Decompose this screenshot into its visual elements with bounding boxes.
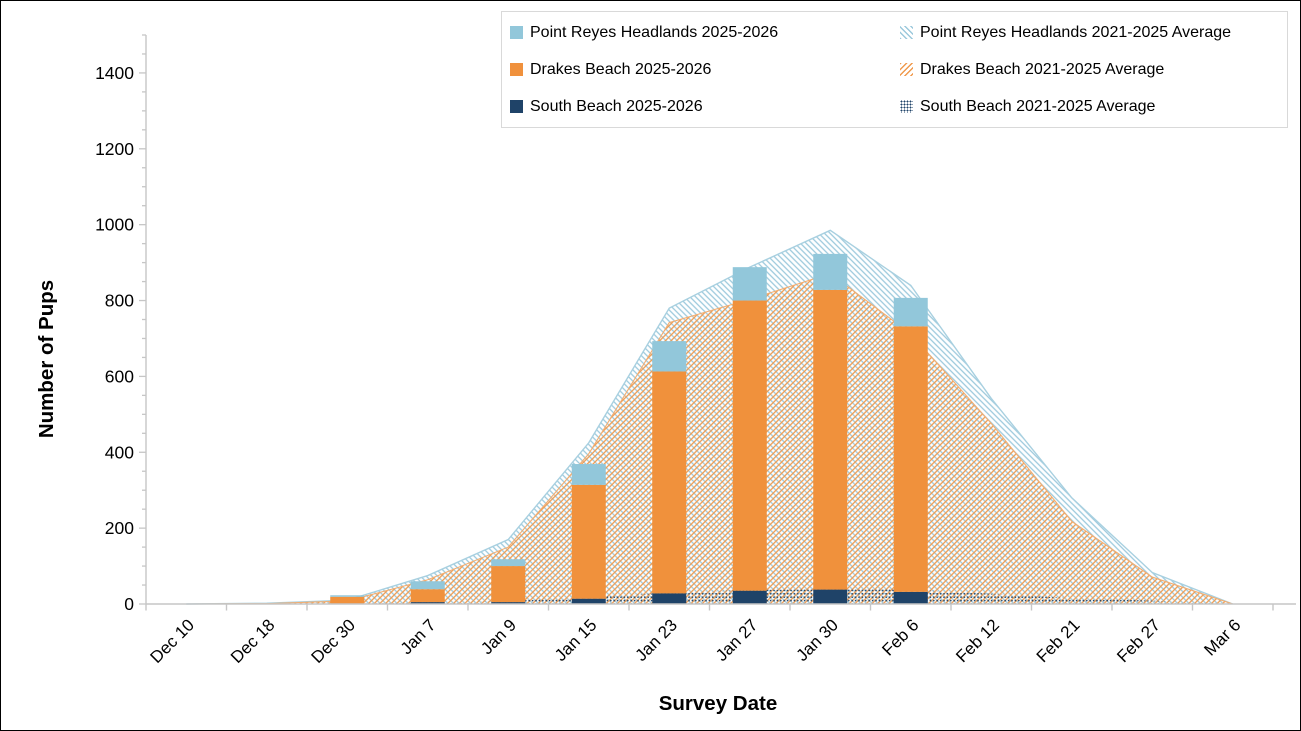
x-tick-label: Dec 10 [147,615,199,667]
y-tick-label: 1400 [95,63,134,83]
x-tick-label: Jan 27 [712,615,762,665]
x-tick-label: Feb 6 [878,615,922,659]
bar-segment [330,596,365,604]
bar-segment [491,602,526,604]
axes [139,34,1296,611]
bar-segment [652,593,687,604]
x-tick-label: Dec 30 [308,615,360,667]
legend-item-south-beach-2025: South Beach 2025-2026 [510,98,900,116]
bar-segment [652,341,687,372]
legend-label: Point Reyes Headlands 2021-2025 Average [920,23,1232,41]
x-tick-label: Jan 15 [551,615,601,665]
bar-segment [571,464,606,485]
bar-segment [893,326,928,592]
bar-segment [330,595,365,597]
x-tick-label: Jan 30 [793,615,843,665]
x-tick-label: Feb 21 [1033,615,1084,666]
legend-label: Drakes Beach 2021-2025 Average [920,60,1165,78]
bar-segment [410,581,445,590]
bar-segment [571,484,606,599]
x-tick-label: Jan 23 [632,615,682,665]
bar-segment [410,602,445,604]
bar-segment [813,289,848,590]
bar-segment [652,371,687,594]
legend-item-point-reyes-2025: Point Reyes Headlands 2025-2026 [510,24,900,42]
legend-label: Point Reyes Headlands 2025-2026 [530,23,779,41]
legend-swatch-drakes-beach-2025-icon [510,63,523,76]
y-tick-label: 1000 [95,215,134,235]
bar-segment [491,566,526,603]
legend-swatch-point-reyes-average-icon [900,26,913,39]
bar-segment [410,589,445,603]
bar-segment [571,598,606,604]
legend: Point Reyes Headlands 2025-2026 Point Re… [501,11,1288,128]
legend-swatch-south-beach-2025-icon [510,100,523,113]
season-bars [330,253,928,604]
legend-swatch-drakes-beach-average-icon [900,63,913,76]
y-tick-label: 400 [105,442,134,462]
bar-segment [732,590,767,604]
y-tick-label: 1200 [95,139,134,159]
bar-segment [893,591,928,604]
x-tick-label: Jan 9 [477,615,520,658]
bar-segment [491,559,526,567]
bar-segment [732,267,767,301]
y-tick-label: 600 [105,366,134,386]
legend-swatch-point-reyes-2025-icon [510,26,523,39]
x-tick-label: Dec 18 [227,615,279,667]
y-tick-label: 200 [105,518,134,538]
legend-item-south-beach-average: South Beach 2021-2025 Average [900,98,1287,116]
legend-label: Drakes Beach 2025-2026 [530,60,712,78]
x-tick-label: Feb 12 [952,615,1003,666]
y-axis-title: Number of Pups [35,280,58,438]
x-axis-title: Survey Date [659,692,778,715]
x-tick-label: Feb 27 [1113,615,1164,666]
bar-segment [813,589,848,604]
bar-segment [893,297,928,327]
x-tick-label: Mar 6 [1200,615,1244,659]
legend-swatch-south-beach-average-icon [900,100,913,113]
x-tick-label: Jan 7 [397,615,440,658]
y-tick-label: 0 [124,594,134,614]
bar-segment [813,253,848,290]
legend-label: South Beach 2025-2026 [530,97,703,115]
legend-item-drakes-beach-average: Drakes Beach 2021-2025 Average [900,61,1287,79]
legend-item-point-reyes-average: Point Reyes Headlands 2021-2025 Average [900,24,1287,42]
legend-item-drakes-beach-2025: Drakes Beach 2025-2026 [510,61,900,79]
legend-label: South Beach 2021-2025 Average [920,97,1156,115]
y-tick-label: 800 [105,291,134,311]
bar-segment [732,300,767,591]
average-areas [186,229,1234,605]
